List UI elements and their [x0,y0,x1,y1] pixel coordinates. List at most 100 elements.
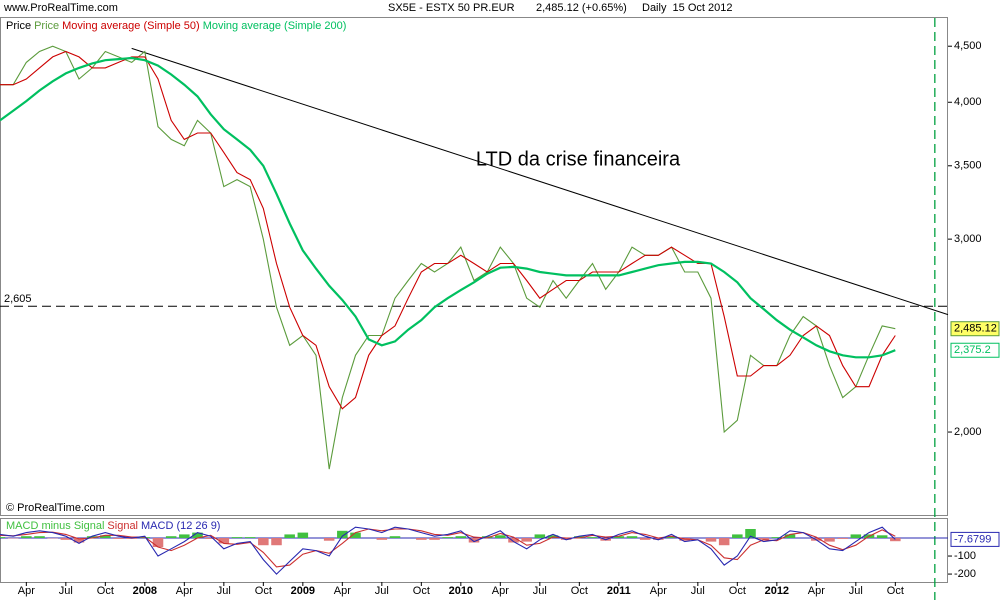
legend-entry: Moving average (Simple 50) [62,20,200,32]
x-tick-label: Jul [217,585,231,597]
last-value-label: 2,485.12 [954,323,997,335]
histogram-bar [179,534,190,539]
histogram-bar [231,537,243,539]
x-tick-label: Jul [849,585,863,597]
histogram-bar [626,536,638,539]
y-tick-label: 2,000 [954,426,982,438]
last-value-label: 2,375.2 [954,344,991,356]
histogram-bar [745,528,756,539]
x-tick-label: 2011 [607,585,631,597]
histogram-bar [850,534,862,539]
histogram-bar [205,538,216,539]
y-tick-label: 3,500 [954,160,982,172]
last-value-box [950,342,1000,358]
histogram-bar [323,538,335,541]
histogram-bar [890,538,901,542]
series-line [0,45,896,470]
histogram-bar [376,538,388,540]
x-tick-label: 2010 [449,585,473,597]
x-tick-label: Apr [492,585,509,597]
histogram-bar [442,537,453,539]
x-tick-label: Oct [255,585,272,597]
x-tick-label: Jul [691,585,705,597]
histogram-bar [165,536,177,539]
histogram-bar [429,538,440,540]
y-tick-label: 3,000 [954,233,982,245]
x-tick-label: Apr [808,585,825,597]
histogram-bar [495,535,506,539]
histogram-bar [824,538,835,542]
histogram-bar [521,538,532,542]
price-frame [0,17,948,516]
legend-entry: Signal [107,520,138,532]
period: Daily 15 Oct 2012 [642,2,733,14]
histogram-bar [86,536,98,539]
y-tick-label: -100 [954,550,976,562]
y-tick-label: 4,000 [954,96,982,108]
histogram-bar [771,537,783,539]
x-tick-label: Apr [334,585,351,597]
histogram-bar [587,537,598,539]
histogram-bar [481,536,493,539]
histogram-bar [732,534,743,539]
legend-title: Price [6,20,31,32]
quote: 2,485.12 (+0.65%) [536,2,627,14]
last-value-label: -7.6799 [954,533,991,545]
histogram-bar [284,534,295,539]
histogram-bar [350,532,361,539]
x-tick-label: Oct [413,585,430,597]
histogram-bar [100,535,111,539]
histogram-bar [574,536,585,539]
histogram-bar [244,537,256,539]
histogram-bar [468,538,480,543]
histogram-bar [639,538,651,540]
x-tick-label: 2012 [765,585,789,597]
histogram-bar [560,538,572,540]
histogram-bar [653,538,664,540]
legend-entry: MACD minus Signal [6,520,104,532]
x-tick-label: Apr [650,585,667,597]
histogram-bar [534,534,546,539]
legend-entry: Price [34,20,59,32]
x-tick-label: 2009 [291,585,315,597]
histogram-bar [0,537,6,539]
histogram-bar [271,538,282,546]
h-line-label: 2,605 [4,293,32,305]
histogram-bar [784,534,796,539]
histogram-bar [455,536,467,539]
histogram-bar [297,532,309,539]
histogram-bar [416,538,427,540]
histogram-bar [21,536,32,539]
x-tick-label: Jul [375,585,389,597]
x-tick-label: Apr [176,585,193,597]
histogram-bar [718,538,730,546]
y-tick-label: 4,500 [954,40,982,52]
last-value-box [950,531,1000,547]
instrument: SX5E - ESTX 50 PR.EUR [388,2,515,14]
last-value-box [950,321,1000,337]
histogram-bar [192,532,203,539]
annotation: LTD da crise financeira [476,148,681,170]
histogram-bar [73,538,85,543]
histogram-bar [60,538,72,540]
trend-line [131,47,949,316]
histogram-bar [758,538,769,540]
macd-frame [0,518,948,583]
histogram-bar [389,536,401,539]
x-tick-label: Apr [18,585,35,597]
histogram-bar [705,538,717,542]
histogram-bar [666,536,677,539]
y-tick-label: -200 [954,568,976,580]
x-tick-label: Oct [571,585,588,597]
series-line [0,526,896,575]
histogram-bar [258,538,269,546]
legend-entry: Moving average (Simple 200) [203,20,347,32]
histogram-bar [613,536,625,539]
x-tick-label: Jul [59,585,73,597]
site: www.ProRealTime.com [3,2,118,14]
x-tick-label: Jul [533,585,547,597]
x-tick-label: Oct [729,585,746,597]
histogram-bar [113,538,124,539]
